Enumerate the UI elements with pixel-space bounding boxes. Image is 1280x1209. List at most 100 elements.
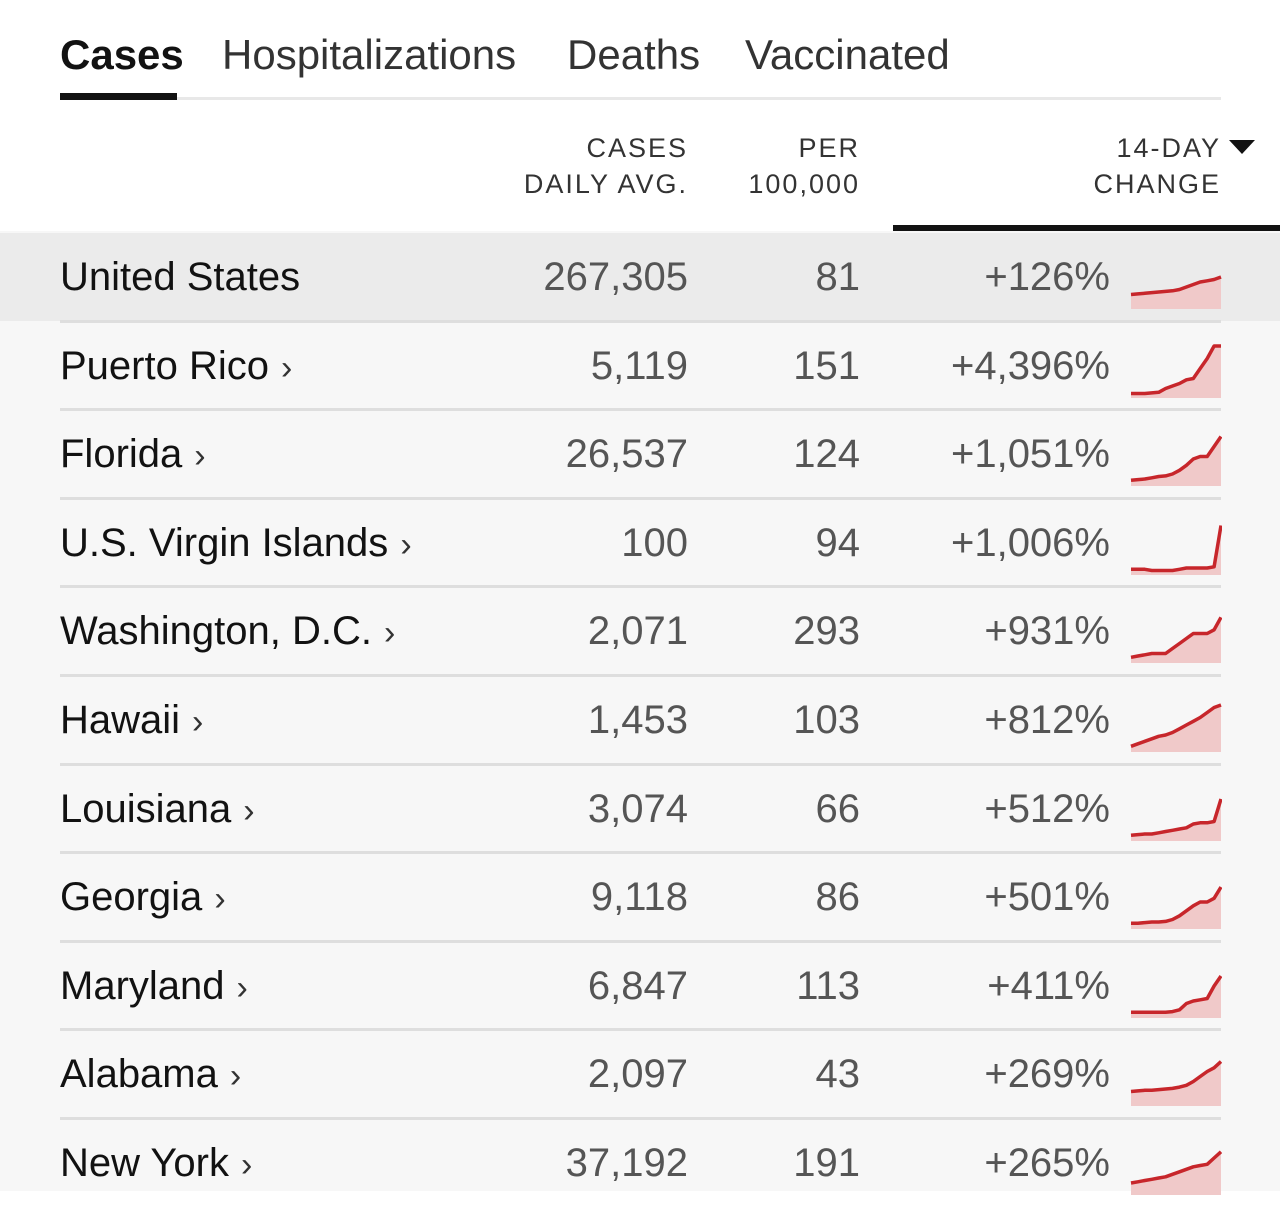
sparkline-area xyxy=(1131,346,1221,398)
column-header-cases[interactable]: CASES DAILY AVG. xyxy=(524,130,688,202)
row-name[interactable]: Washington, D.C. › xyxy=(60,587,395,675)
row-divider xyxy=(60,320,1221,323)
sparkline-line xyxy=(1130,703,1222,748)
trend-sparkline xyxy=(1130,798,1222,841)
chevron-right-icon: › xyxy=(229,1057,242,1095)
row-name-label: Puerto Rico xyxy=(60,344,269,388)
row-per-100k: 66 xyxy=(815,787,861,831)
row-divider xyxy=(60,408,1221,411)
table-row-louisiana[interactable]: Louisiana › 3,074 66 +512% xyxy=(0,765,1280,853)
row-name-label: New York xyxy=(60,1141,229,1185)
column-header-per-line2: 100,000 xyxy=(748,169,860,199)
sparkline-area xyxy=(1131,799,1221,841)
sparkline-area xyxy=(1131,617,1221,663)
row-cases-daily-avg: 100 xyxy=(621,521,688,565)
column-header-change-line2: CHANGE xyxy=(1093,169,1221,199)
row-per-100k: 151 xyxy=(793,344,860,388)
row-14-day-change: +1,006% xyxy=(950,521,1110,565)
sparkline-line xyxy=(1130,1150,1222,1185)
sparkline-line xyxy=(1130,798,1222,838)
chevron-right-icon: › xyxy=(400,526,412,564)
chevron-right-icon: › xyxy=(194,437,206,475)
row-cases-daily-avg: 3,074 xyxy=(587,787,688,831)
row-name-label: Florida xyxy=(60,432,183,476)
row-per-100k: 81 xyxy=(815,255,861,299)
row-14-day-change: +126% xyxy=(984,255,1110,299)
chevron-right-icon: › xyxy=(243,792,255,830)
column-header-per-100k[interactable]: PER 100,000 xyxy=(748,130,860,202)
sparkline-area xyxy=(1131,705,1221,752)
row-name[interactable]: Louisiana › xyxy=(60,765,255,853)
chevron-right-icon: › xyxy=(383,614,396,652)
row-divider xyxy=(60,851,1221,854)
row-per-100k: 86 xyxy=(815,875,861,919)
row-name[interactable]: U.S. Virgin Islands › xyxy=(60,499,412,587)
table-row-washington-d-c[interactable]: Washington, D.C. › 2,071 293 +931% xyxy=(0,587,1280,675)
trend-sparkline xyxy=(1131,975,1222,1018)
row-name: United States xyxy=(60,233,312,321)
row-per-100k: 43 xyxy=(815,1052,861,1096)
chevron-right-icon: › xyxy=(280,349,293,387)
row-name[interactable]: Alabama › xyxy=(60,1030,241,1118)
row-per-100k: 103 xyxy=(793,698,860,742)
row-14-day-change: +269% xyxy=(984,1052,1110,1096)
row-14-day-change: +411% xyxy=(987,964,1110,1008)
trend-sparkline xyxy=(1131,886,1222,929)
column-header-per-line1: PER xyxy=(798,133,860,163)
row-per-100k: 191 xyxy=(793,1141,860,1185)
table-row-florida[interactable]: Florida › 26,537 124 +1,051% xyxy=(0,410,1280,498)
tab-hospitalizations[interactable]: Hospitalizations xyxy=(222,31,517,78)
chevron-right-icon: › xyxy=(214,880,226,918)
row-name-label: Washington, D.C. xyxy=(60,609,372,653)
sorted-column-indicator xyxy=(893,225,1280,231)
trend-sparkline xyxy=(1130,275,1222,309)
table-row-hawaii[interactable]: Hawaii › 1,453 103 +812% xyxy=(0,676,1280,764)
row-name[interactable]: Georgia › xyxy=(60,853,226,941)
row-divider xyxy=(60,1028,1221,1031)
column-header-14-day-change[interactable]: 14-DAY CHANGE xyxy=(1093,130,1255,202)
row-name[interactable]: Maryland › xyxy=(60,942,248,1030)
tab-vaccinated[interactable]: Vaccinated xyxy=(745,31,950,78)
row-name[interactable]: Puerto Rico › xyxy=(60,322,292,410)
column-header-change-line1: 14-DAY xyxy=(1116,133,1221,163)
row-name-label: United States xyxy=(60,255,301,299)
tab-deaths[interactable]: Deaths xyxy=(567,31,701,78)
table-row-alabama[interactable]: Alabama › 2,097 43 +269% xyxy=(0,1030,1280,1118)
row-name[interactable]: Florida › xyxy=(60,410,206,498)
caret-down-icon[interactable] xyxy=(1229,139,1255,154)
trend-sparkline xyxy=(1130,703,1222,752)
row-per-100k: 124 xyxy=(793,432,860,476)
table-row-new-york[interactable]: New York › 37,192 191 +265% xyxy=(0,1119,1280,1207)
row-name-label: Alabama xyxy=(60,1052,218,1096)
trend-sparkline xyxy=(1130,1060,1222,1106)
row-cases-daily-avg: 2,097 xyxy=(587,1052,688,1096)
tab-cases[interactable]: Cases xyxy=(60,31,184,78)
trend-sparkline xyxy=(1130,1150,1222,1195)
row-cases-daily-avg: 9,118 xyxy=(590,875,688,919)
row-per-100k: 113 xyxy=(796,964,860,1008)
sparkline-line xyxy=(1131,344,1221,396)
row-cases-daily-avg: 5,119 xyxy=(590,344,688,388)
row-cases-daily-avg: 37,192 xyxy=(565,1141,688,1185)
table-row-maryland[interactable]: Maryland › 6,847 113 +411% xyxy=(0,942,1280,1030)
row-14-day-change: +512% xyxy=(984,787,1110,831)
active-tab-indicator xyxy=(60,93,177,100)
row-name[interactable]: New York › xyxy=(60,1119,252,1207)
row-name[interactable]: Hawaii › xyxy=(60,676,203,764)
row-14-day-change: +501% xyxy=(984,875,1110,919)
row-per-100k: 94 xyxy=(815,521,861,565)
row-cases-daily-avg: 267,305 xyxy=(543,255,688,299)
metric-tabs: Cases Hospitalizations Deaths Vaccinated xyxy=(60,0,1221,100)
table-row-puerto-rico[interactable]: Puerto Rico › 5,119 151 +4,396% xyxy=(0,322,1280,410)
row-name-label: Louisiana xyxy=(60,787,232,831)
table-row-u-s-virgin-islands[interactable]: U.S. Virgin Islands › 100 94 +1,006% xyxy=(0,499,1280,587)
trend-sparkline xyxy=(1131,525,1222,575)
row-divider xyxy=(60,1117,1221,1120)
row-divider xyxy=(60,940,1221,943)
table-row-georgia[interactable]: Georgia › 9,118 86 +501% xyxy=(0,853,1280,941)
sparkline-area xyxy=(1131,1061,1221,1106)
row-name-label: Hawaii xyxy=(60,698,181,742)
sparkline-line xyxy=(1131,886,1222,926)
row-divider xyxy=(60,585,1221,588)
sparkline-area xyxy=(1131,277,1221,309)
